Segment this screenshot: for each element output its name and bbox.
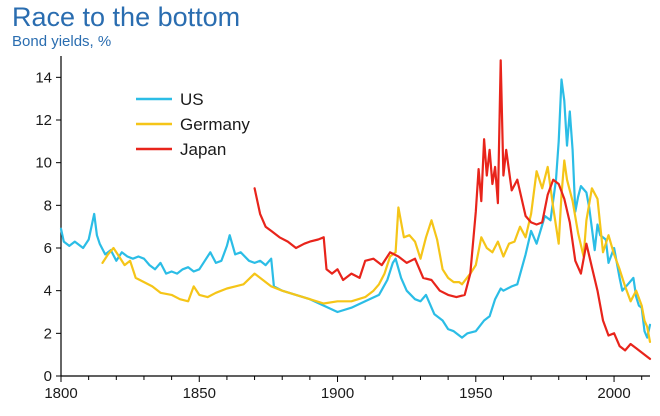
chart-title: Race to the bottom [12,2,241,32]
axes: 0 2 4 6 8 10 12 14 1800 1850 1900 1950 2000 [35,56,650,402]
series-layer [59,59,652,360]
y-tick-label: 12 [35,112,52,129]
y-tick-label: 4 [44,283,52,300]
legend-label-japan: Japan [180,140,226,159]
y-tick-label: 0 [44,368,52,385]
series-line-germany [101,159,652,343]
legend-label-germany: Germany [180,115,250,134]
chart-subtitle: Bond yields, % [12,33,112,50]
x-tick-label: 1900 [321,385,354,402]
y-tick-label: 8 [44,197,52,214]
y-tick-label: 10 [35,155,52,172]
series-line-japan [253,59,652,360]
x-tick-label: 1800 [44,385,77,402]
y-tick-label: 6 [44,240,52,257]
series-line-us [59,78,652,339]
y-tick-label: 2 [44,325,52,342]
x-tick-label: 1950 [459,385,492,402]
x-tick-label: 1850 [183,385,216,402]
legend-label-us: US [180,90,204,109]
y-tick-label: 14 [35,69,52,86]
x-tick-label: 2000 [597,385,630,402]
legend: US Germany Japan [136,90,250,159]
